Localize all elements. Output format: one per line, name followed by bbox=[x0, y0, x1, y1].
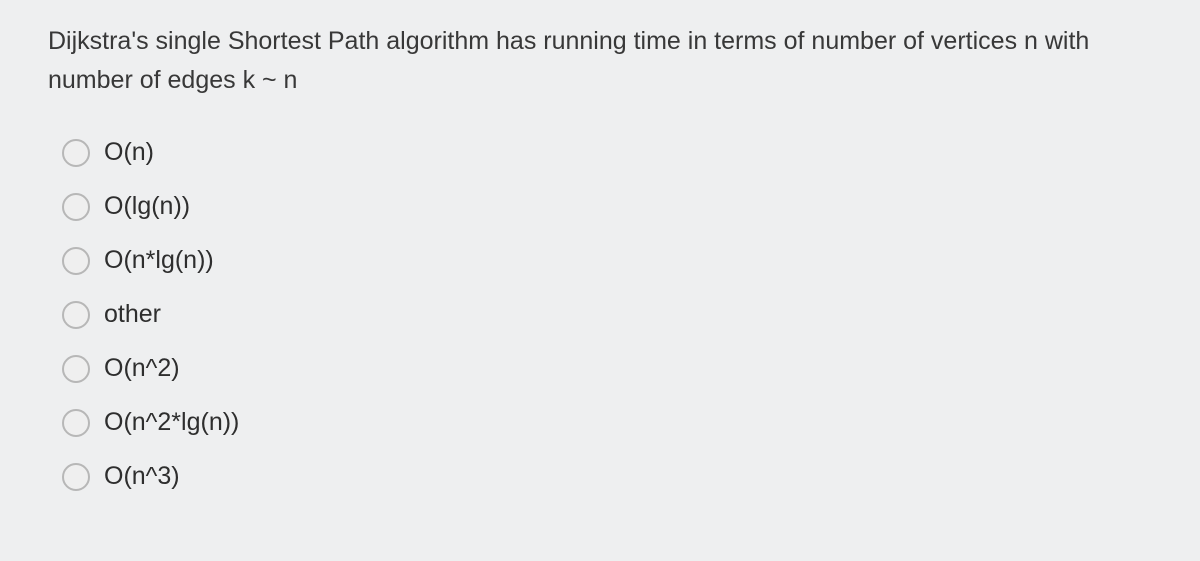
option-label: O(lg(n)) bbox=[104, 192, 190, 221]
radio-icon[interactable] bbox=[62, 193, 90, 221]
option-row[interactable]: O(n^2*lg(n)) bbox=[48, 396, 1152, 450]
option-label: O(n*lg(n)) bbox=[104, 246, 214, 275]
radio-icon[interactable] bbox=[62, 355, 90, 383]
option-label: O(n^2) bbox=[104, 354, 180, 383]
option-row[interactable]: O(n*lg(n)) bbox=[48, 234, 1152, 288]
option-row[interactable]: O(n^2) bbox=[48, 342, 1152, 396]
radio-icon[interactable] bbox=[62, 409, 90, 437]
radio-icon[interactable] bbox=[62, 139, 90, 167]
option-row[interactable]: O(n) bbox=[48, 126, 1152, 180]
option-row[interactable]: O(lg(n)) bbox=[48, 180, 1152, 234]
radio-icon[interactable] bbox=[62, 463, 90, 491]
radio-icon[interactable] bbox=[62, 301, 90, 329]
option-label: O(n^3) bbox=[104, 462, 180, 491]
radio-icon[interactable] bbox=[62, 247, 90, 275]
option-label: other bbox=[104, 300, 161, 329]
option-row[interactable]: other bbox=[48, 288, 1152, 342]
option-label: O(n) bbox=[104, 138, 154, 167]
option-label: O(n^2*lg(n)) bbox=[104, 408, 239, 437]
option-row[interactable]: O(n^3) bbox=[48, 450, 1152, 504]
options-group: O(n) O(lg(n)) O(n*lg(n)) other O(n^2) O(… bbox=[48, 126, 1152, 504]
question-text: Dijkstra's single Shortest Path algorith… bbox=[48, 22, 1152, 100]
question-block: Dijkstra's single Shortest Path algorith… bbox=[0, 0, 1200, 504]
